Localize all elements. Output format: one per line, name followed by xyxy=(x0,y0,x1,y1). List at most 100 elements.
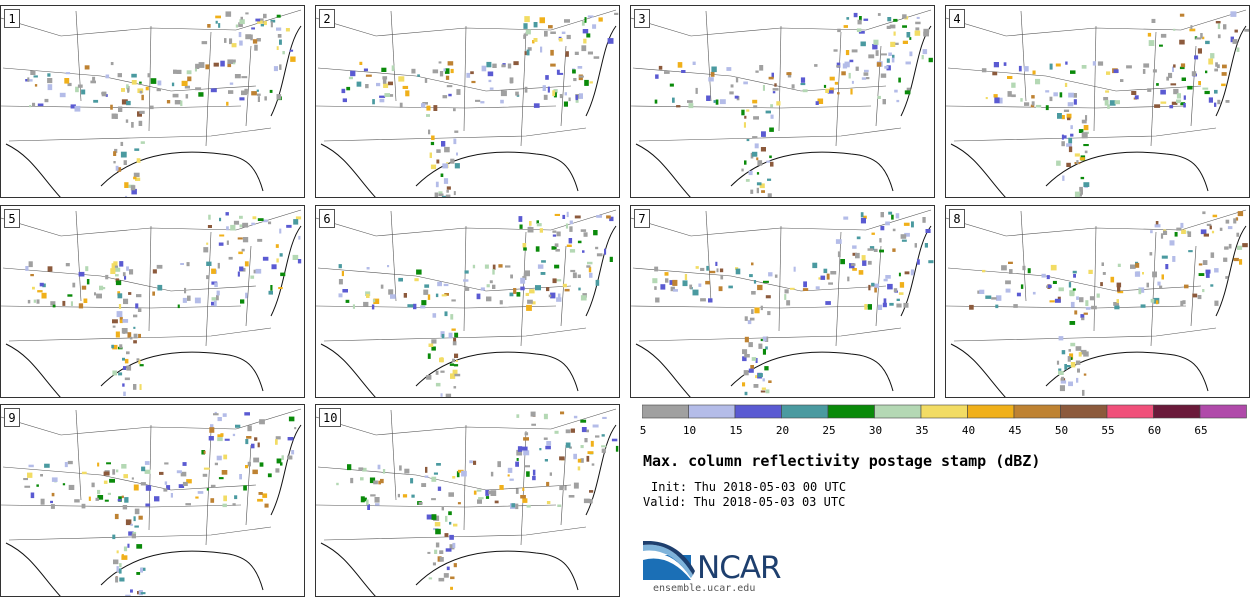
reflectivity-echo xyxy=(450,373,456,379)
reflectivity-echo xyxy=(233,220,240,225)
reflectivity-echo xyxy=(852,252,857,256)
reflectivity-echo xyxy=(1085,300,1089,306)
reflectivity-echo xyxy=(735,267,739,270)
reflectivity-echo xyxy=(116,566,119,572)
reflectivity-echo xyxy=(1056,360,1060,365)
reflectivity-echo xyxy=(529,289,535,294)
reflectivity-echo xyxy=(830,271,837,275)
reflectivity-echo xyxy=(376,82,381,87)
reflectivity-echo xyxy=(350,70,356,77)
state-boundary xyxy=(632,267,887,292)
reflectivity-echo xyxy=(1007,91,1012,97)
reflectivity-echo xyxy=(1159,44,1163,47)
reflectivity-echo xyxy=(800,77,806,83)
reflectivity-echo xyxy=(551,246,557,250)
reflectivity-echo xyxy=(287,437,294,441)
reflectivity-echo xyxy=(1135,262,1140,268)
map-8 xyxy=(946,209,1248,397)
reflectivity-echo xyxy=(97,462,100,467)
reflectivity-echo xyxy=(1074,191,1081,197)
reflectivity-echo xyxy=(677,62,683,68)
reflectivity-echo xyxy=(424,475,429,478)
reflectivity-echo xyxy=(216,295,219,301)
reflectivity-echo xyxy=(254,437,258,441)
reflectivity-echo xyxy=(569,220,573,225)
reflectivity-echo xyxy=(1068,282,1072,288)
reflectivity-echo xyxy=(115,165,119,171)
reflectivity-echo xyxy=(767,193,772,197)
reflectivity-echo xyxy=(264,96,267,101)
reflectivity-echo xyxy=(270,21,273,28)
reflectivity-echo xyxy=(121,99,128,105)
reflectivity-echo xyxy=(1082,389,1085,396)
reflectivity-echo xyxy=(1183,103,1186,108)
reflectivity-echo xyxy=(50,504,55,509)
reflectivity-echo xyxy=(206,261,212,266)
reflectivity-echo xyxy=(156,264,163,269)
reflectivity-echo xyxy=(871,282,875,286)
reflectivity-echo xyxy=(209,427,215,433)
reflectivity-echo xyxy=(1187,231,1192,237)
reflectivity-echo xyxy=(531,301,536,305)
reflectivity-echo xyxy=(499,485,504,490)
reflectivity-echo xyxy=(427,551,431,554)
reflectivity-echo xyxy=(282,51,285,55)
colorbar-segment xyxy=(642,404,689,419)
reflectivity-echo xyxy=(476,293,481,300)
reflectivity-echo xyxy=(173,69,177,74)
reflectivity-echo xyxy=(186,70,192,75)
reflectivity-echo xyxy=(245,439,249,445)
reflectivity-echo xyxy=(426,514,432,520)
reflectivity-echo xyxy=(186,262,190,267)
reflectivity-echo xyxy=(293,219,299,225)
reflectivity-echo xyxy=(559,94,563,99)
reflectivity-echo xyxy=(363,68,368,72)
reflectivity-echo xyxy=(575,98,579,103)
reflectivity-echo xyxy=(536,223,542,227)
reflectivity-echo xyxy=(556,231,561,237)
reflectivity-echo xyxy=(586,429,589,433)
reflectivity-echo xyxy=(203,247,209,253)
reflectivity-echo xyxy=(445,194,451,197)
reflectivity-echo xyxy=(614,12,619,15)
member-panel-5: 5 xyxy=(0,205,305,398)
reflectivity-echo xyxy=(658,65,663,70)
reflectivity-echo xyxy=(445,393,452,397)
reflectivity-echo xyxy=(472,264,476,269)
reflectivity-echo xyxy=(1200,229,1207,235)
reflectivity-echo xyxy=(362,467,367,472)
reflectivity-echo xyxy=(237,237,243,240)
reflectivity-echo xyxy=(240,16,243,20)
reflectivity-echo xyxy=(1190,25,1193,30)
reflectivity-echo xyxy=(50,500,53,504)
reflectivity-echo xyxy=(451,328,456,331)
reflectivity-echo xyxy=(1064,82,1068,87)
reflectivity-echo xyxy=(524,86,528,93)
reflectivity-echo xyxy=(225,212,229,216)
reflectivity-echo xyxy=(133,176,137,180)
reflectivity-echo xyxy=(231,43,237,48)
reflectivity-echo xyxy=(463,279,469,282)
reflectivity-echo xyxy=(126,100,131,106)
reflectivity-echo xyxy=(835,239,842,244)
reflectivity-echo xyxy=(1067,356,1071,362)
reflectivity-echo xyxy=(448,93,452,97)
reflectivity-echo xyxy=(182,481,188,486)
reflectivity-echo xyxy=(110,104,113,110)
reflectivity-echo xyxy=(515,503,519,510)
reflectivity-echo xyxy=(1081,119,1087,124)
ensemble-url[interactable]: ensemble.ucar.edu xyxy=(653,583,756,594)
reflectivity-echo xyxy=(604,248,607,255)
reflectivity-echo xyxy=(242,222,249,228)
reflectivity-echo xyxy=(1222,64,1227,69)
reflectivity-echo xyxy=(609,256,613,262)
reflectivity-echo xyxy=(754,307,760,314)
reflectivity-echo xyxy=(121,464,127,469)
reflectivity-echo xyxy=(526,471,530,477)
reflectivity-echo xyxy=(139,384,142,390)
reflectivity-echo xyxy=(1154,104,1161,108)
reflectivity-echo xyxy=(123,329,126,334)
reflectivity-echo xyxy=(348,76,353,80)
reflectivity-echo xyxy=(432,313,437,318)
reflectivity-echo xyxy=(752,136,758,139)
